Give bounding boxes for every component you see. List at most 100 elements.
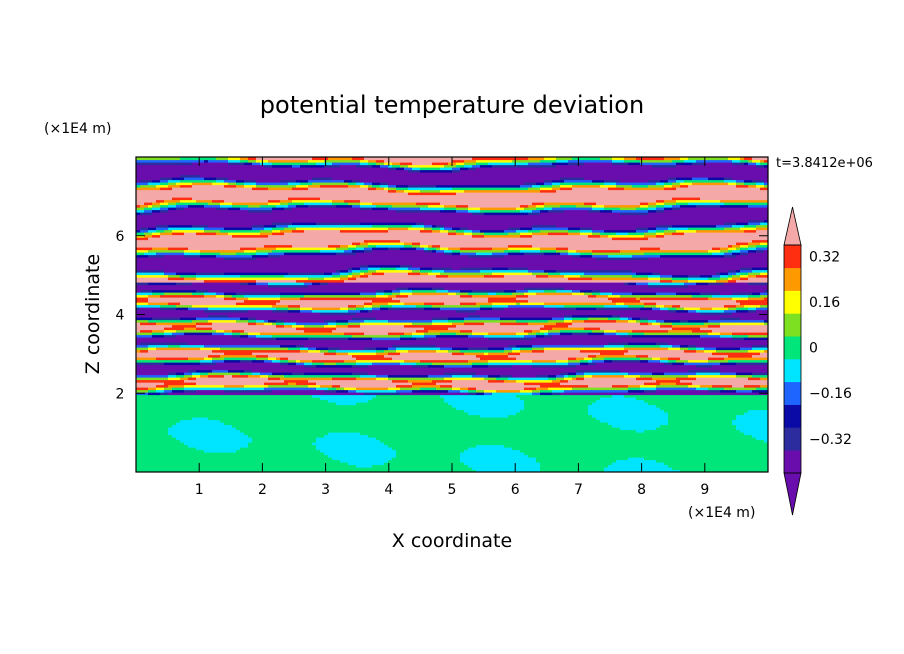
heatmap-cell xyxy=(760,464,765,468)
heatmap-cell xyxy=(660,459,665,463)
heatmap-cell xyxy=(208,464,213,468)
heatmap-cell xyxy=(204,457,209,461)
heatmap-cell xyxy=(492,467,497,471)
heatmap-cell xyxy=(680,459,685,463)
heatmap-cell xyxy=(564,464,569,468)
heatmap-cell xyxy=(528,457,533,461)
heatmap-cell xyxy=(416,464,421,468)
heatmap-cell xyxy=(600,462,605,466)
heatmap-cell xyxy=(324,459,329,463)
heatmap-cell xyxy=(556,464,561,468)
heatmap-cell xyxy=(572,469,577,472)
heatmap-cell xyxy=(232,467,237,471)
heatmap-cell xyxy=(364,467,369,471)
heatmap-cell xyxy=(676,457,681,461)
heatmap-cell xyxy=(348,464,353,468)
heatmap-cell xyxy=(472,457,477,461)
heatmap-cell xyxy=(196,464,201,468)
heatmap-cell xyxy=(320,459,325,463)
heatmap-cell xyxy=(424,464,429,468)
heatmap-cell xyxy=(700,469,705,472)
heatmap-cell xyxy=(160,459,165,463)
heatmap-cell xyxy=(688,462,693,466)
heatmap-cell xyxy=(232,469,237,472)
heatmap-cell xyxy=(248,457,253,461)
heatmap-cell xyxy=(636,462,641,466)
heatmap-cell xyxy=(636,459,641,463)
heatmap-cell xyxy=(752,457,757,461)
heatmap-cell xyxy=(232,462,237,466)
heatmap-cell xyxy=(240,464,245,468)
heatmap-cell xyxy=(732,462,737,466)
heatmap-cell xyxy=(560,457,565,461)
heatmap-cell xyxy=(464,457,469,461)
heatmap-cell xyxy=(640,457,645,461)
heatmap-cell xyxy=(532,457,537,461)
heatmap-cell xyxy=(592,462,597,466)
heatmap-cell xyxy=(156,457,161,461)
heatmap-cell xyxy=(368,467,373,471)
heatmap-cell xyxy=(392,462,397,466)
heatmap-cell xyxy=(664,469,669,472)
heatmap-cell xyxy=(644,464,649,468)
heatmap-cell xyxy=(136,459,141,463)
heatmap-cell xyxy=(756,464,761,468)
heatmap-cell xyxy=(392,459,397,463)
heatmap-cell xyxy=(620,457,625,461)
heatmap-cell xyxy=(520,462,525,466)
heatmap-cell xyxy=(656,467,661,471)
heatmap-cell xyxy=(288,467,293,471)
heatmap-cell xyxy=(524,457,529,461)
heatmap-cell xyxy=(364,462,369,466)
heatmap-cell xyxy=(512,464,517,468)
heatmap-cell xyxy=(560,462,565,466)
heatmap-cell xyxy=(680,457,685,461)
heatmap-cell xyxy=(512,459,517,463)
heatmap-cell xyxy=(700,462,705,466)
heatmap-cell xyxy=(388,457,393,461)
heatmap-cell xyxy=(148,457,153,461)
heatmap-cell xyxy=(620,464,625,468)
heatmap-cell xyxy=(612,467,617,471)
heatmap-cell xyxy=(576,459,581,463)
heatmap-cell xyxy=(308,464,313,468)
heatmap-cell xyxy=(468,457,473,461)
heatmap-cell xyxy=(544,459,549,463)
heatmap-cell xyxy=(504,467,509,471)
heatmap-cell xyxy=(540,462,545,466)
heatmap-cell xyxy=(352,459,357,463)
heatmap-cell xyxy=(412,469,417,472)
heatmap-cell xyxy=(660,467,665,471)
heatmap-cell xyxy=(384,454,389,458)
heatmap-cell xyxy=(356,469,361,472)
heatmap-cell xyxy=(420,462,425,466)
heatmap-cell xyxy=(628,462,633,466)
heatmap-cell xyxy=(356,459,361,463)
heatmap-cell xyxy=(520,467,525,471)
heatmap-cell xyxy=(692,469,697,472)
heatmap-cell xyxy=(484,467,489,471)
heatmap-cell xyxy=(400,457,405,461)
heatmap-cell xyxy=(292,467,297,471)
heatmap-cell xyxy=(508,459,513,463)
heatmap-cell xyxy=(732,457,737,461)
heatmap-cell xyxy=(188,462,193,466)
heatmap-cell xyxy=(160,457,165,461)
heatmap-cell xyxy=(556,457,561,461)
heatmap-cell xyxy=(744,467,749,471)
heatmap-cell xyxy=(416,462,421,466)
heatmap-cell xyxy=(196,462,201,466)
heatmap-cell xyxy=(720,464,725,468)
heatmap-cell xyxy=(440,459,445,463)
heatmap-cell xyxy=(664,457,669,461)
heatmap-cell xyxy=(172,464,177,468)
heatmap-cell xyxy=(300,464,305,468)
heatmap-cell xyxy=(728,462,733,466)
heatmap-cell xyxy=(712,469,717,472)
heatmap-cell xyxy=(328,462,333,466)
heatmap-cell xyxy=(536,469,541,472)
heatmap-cells xyxy=(136,157,768,472)
heatmap-cell xyxy=(572,457,577,461)
heatmap-cell xyxy=(540,469,545,472)
heatmap-cell xyxy=(212,459,217,463)
